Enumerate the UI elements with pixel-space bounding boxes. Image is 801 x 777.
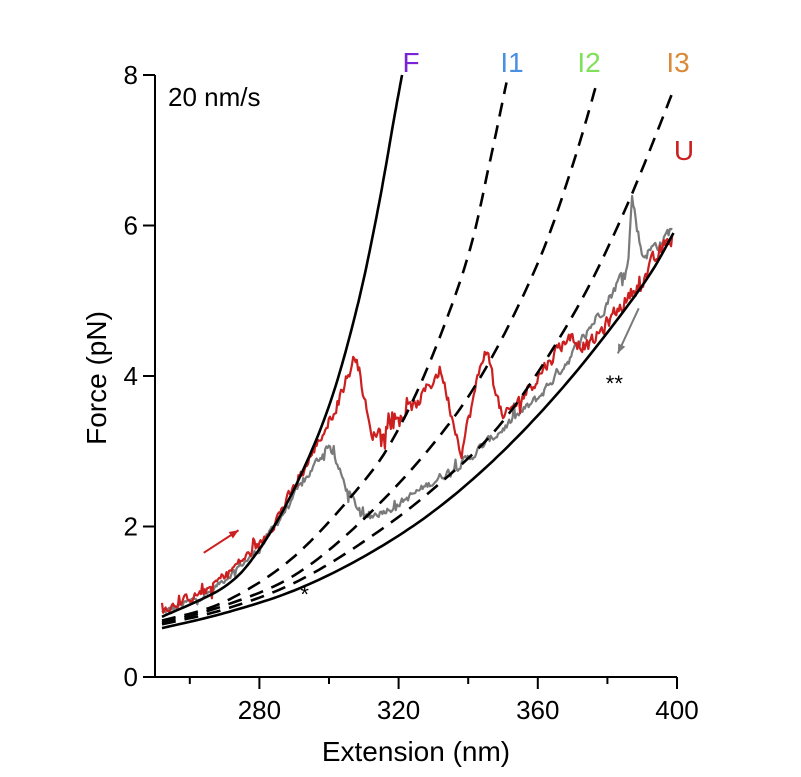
speed-annotation: 20 nm/s	[168, 82, 261, 112]
y-tick-label: 8	[124, 60, 138, 90]
marker-1: *	[300, 582, 309, 607]
fit-curve-i3	[161, 89, 675, 626]
curve-label-f: F	[402, 47, 419, 78]
pulling-arrow	[203, 529, 240, 554]
fit-curve-i2	[161, 82, 599, 625]
y-tick-label: 2	[124, 512, 138, 542]
curve-label-i3: I3	[666, 47, 689, 78]
x-axis-label: Extension (nm)	[322, 736, 510, 767]
plot-area: F I1 I2 I3U***	[160, 47, 694, 630]
x-tick-label: 280	[238, 695, 281, 725]
y-tick-label: 0	[124, 662, 138, 692]
marker-2: **	[606, 371, 624, 396]
fit-curve-u	[161, 232, 675, 630]
axes: 0 2 4 6 8 280 320 360 400	[124, 60, 699, 725]
trace-series-1	[161, 194, 673, 614]
x-tick-label: 400	[655, 695, 698, 725]
relaxing-arrow	[616, 307, 640, 354]
curve-label-u: U	[674, 135, 694, 166]
curve-label-i2: I2	[577, 47, 600, 78]
x-tick-label: 320	[377, 695, 420, 725]
trace-series-2	[160, 234, 674, 614]
curve-label-i1: I1	[500, 47, 523, 78]
fit-curve-i1	[161, 82, 508, 622]
y-axis-label: Force (pN)	[81, 311, 112, 445]
fit-curve-f	[161, 74, 404, 618]
x-tick-label: 360	[516, 695, 559, 725]
y-tick-label: 4	[124, 361, 138, 391]
y-tick-label: 6	[124, 211, 138, 241]
